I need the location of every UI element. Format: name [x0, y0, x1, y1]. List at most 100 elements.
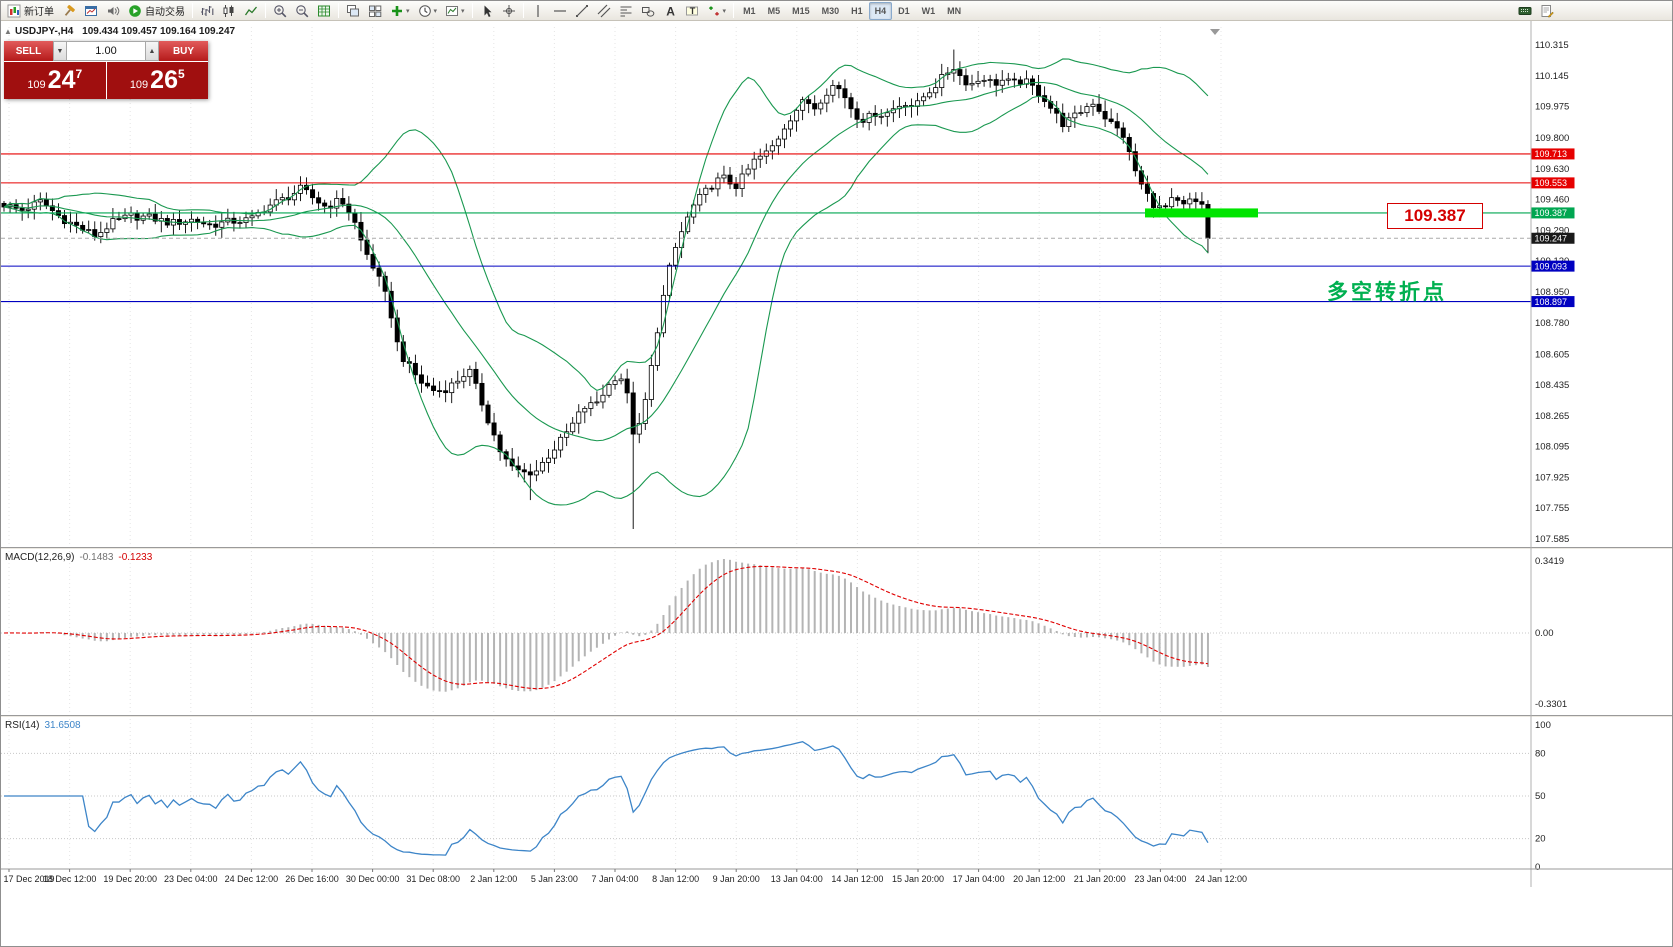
timeframe-m15-button-label: M15 [792, 5, 810, 16]
price-axis-label: 110.145 [1535, 71, 1569, 82]
label-t-icon: T [685, 4, 699, 18]
price-axis-label: 108.605 [1535, 349, 1569, 360]
price-tag-109.247: 109.247 [1531, 232, 1575, 244]
arrows-button[interactable]: ▾ [703, 2, 731, 20]
chart-canvas[interactable]: 110.315 110.145 109.975 109.800 109.630 109.4… [1, 21, 1673, 887]
svg-text:109.387: 109.387 [1535, 208, 1568, 218]
timeframe-h4-button[interactable]: H4 [868, 1, 893, 20]
toolbar-separator [265, 3, 266, 18]
timeframe-w1-button-label: W1 [921, 5, 936, 16]
time-axis-label: 24 Jan 12:00 [1195, 874, 1247, 884]
shapes-button[interactable] [637, 2, 659, 20]
price-axis-label: 109.800 [1535, 133, 1569, 144]
price-axis-label: 109.975 [1535, 102, 1569, 113]
sell-price-point: 7 [75, 66, 83, 81]
chart-shift-marker[interactable] [1210, 29, 1220, 35]
notes-button[interactable] [1536, 2, 1558, 20]
candlestick-plot[interactable] [1, 49, 1211, 530]
text-button[interactable]: A [659, 2, 681, 20]
timeframe-h1-button[interactable]: H1 [845, 2, 869, 20]
timeframe-mn-button[interactable]: MN [941, 2, 967, 20]
cursor-icon [480, 4, 494, 18]
ohlc-values: 109.434 109.457 109.164 109.247 [82, 26, 236, 37]
sell-button[interactable]: SELL [4, 41, 53, 61]
price-axis-label: 108.950 [1535, 287, 1569, 298]
time-axis-label: 17 Jan 04:00 [953, 874, 1005, 884]
sell-price-pips: 24 [47, 66, 76, 94]
timeframe-d1-button[interactable]: D1 [892, 2, 916, 20]
cursor-button[interactable] [476, 2, 498, 20]
text-label-button[interactable]: T [681, 2, 703, 20]
price-tag-109.553: 109.553 [1531, 177, 1575, 189]
macd-axis-label: 0.00 [1535, 628, 1554, 639]
grid-icon [317, 4, 331, 18]
timeframe-w1-button[interactable]: W1 [916, 2, 942, 20]
candlestick-chart-button[interactable] [218, 2, 240, 20]
autotrading-button[interactable]: 自动交易 [124, 2, 189, 20]
timeframe-m1-button[interactable]: M1 [737, 2, 762, 20]
time-axis-label: 24 Dec 12:00 [225, 874, 279, 884]
channel-button[interactable] [593, 2, 615, 20]
periods-button[interactable]: ▾ [414, 2, 442, 20]
auto-scroll-button[interactable] [313, 2, 335, 20]
svg-text:108.897: 108.897 [1535, 297, 1568, 307]
price-axis-label: 109.290 [1535, 225, 1569, 236]
price-axis-label: 107.755 [1535, 503, 1569, 514]
rsi-name: RSI(14) [5, 720, 40, 731]
buy-price-point: 5 [177, 66, 185, 81]
new-order-button[interactable]: 新订单 [3, 2, 58, 20]
zoom-in-icon [273, 4, 287, 18]
macd-signal-value: -0.1233 [118, 552, 153, 563]
horizontal-line-button[interactable] [549, 2, 571, 20]
timeframe-m5-button-label: M5 [767, 5, 781, 16]
trendline-icon [575, 4, 589, 18]
zoom-in-button[interactable] [269, 2, 291, 20]
time-axis-label: 2 Jan 12:00 [470, 874, 517, 884]
alerts-button[interactable] [102, 2, 124, 20]
crosshair-icon [502, 4, 516, 18]
highlight-trendline[interactable] [1145, 208, 1258, 218]
zoom-out-button[interactable] [291, 2, 313, 20]
chart-title: USDJPY-,H4 109.434 109.457 109.164 109.2… [15, 26, 235, 37]
time-axis-label: 21 Jan 20:00 [1074, 874, 1126, 884]
crosshair-button[interactable] [498, 2, 520, 20]
line-chart-button[interactable] [240, 2, 262, 20]
fibonacci-button[interactable] [615, 2, 637, 20]
bar-chart-button[interactable] [196, 2, 218, 20]
bollinger-upper-line [3, 58, 1209, 391]
cascade-icon [346, 4, 360, 18]
price-axis-label: 108.780 [1535, 318, 1569, 329]
volume-increase-button[interactable]: ▲ [145, 41, 159, 61]
one-click-panel-toggle-icon[interactable]: ▲ [4, 27, 12, 36]
vertical-line-button[interactable] [527, 2, 549, 20]
macd-pane[interactable] [3, 559, 1209, 692]
timeframe-m1-button-label: M1 [743, 5, 756, 16]
tile-windows-button[interactable] [364, 2, 386, 20]
buy-price-display[interactable]: 109 26 5 [106, 62, 208, 99]
metaeditor-button[interactable] [58, 2, 80, 20]
pane-divider[interactable] [1, 547, 1673, 550]
new-chart-button[interactable] [80, 2, 102, 20]
time-axis-label: 5 Jan 23:00 [531, 874, 578, 884]
volume-input[interactable] [67, 41, 145, 61]
indicators-button[interactable]: ▾ [386, 2, 414, 20]
toolbar-right-group [1514, 2, 1558, 20]
keyboard-icon [1518, 4, 1532, 18]
price-flag-label[interactable]: 109.387 [1387, 203, 1483, 229]
timeframe-h1-button-label: H1 [851, 5, 863, 16]
sell-price-display[interactable]: 109 24 7 [4, 62, 106, 99]
timeframe-m15-button[interactable]: M15 [786, 2, 816, 20]
keyboard-button[interactable] [1514, 2, 1536, 20]
trendline-button[interactable] [571, 2, 593, 20]
buy-button[interactable]: BUY [159, 41, 208, 61]
volume-decrease-button[interactable]: ▼ [53, 41, 67, 61]
svg-text:109.713: 109.713 [1535, 149, 1568, 159]
cascade-windows-button[interactable] [342, 2, 364, 20]
toolbar-separator [733, 3, 735, 18]
pane-divider[interactable] [1, 715, 1673, 718]
timeframe-m5-button[interactable]: M5 [762, 2, 787, 20]
timeframe-m30-button[interactable]: M30 [816, 2, 846, 20]
price-axis-label: 108.095 [1535, 442, 1569, 453]
templates-button[interactable]: ▾ [441, 2, 469, 20]
